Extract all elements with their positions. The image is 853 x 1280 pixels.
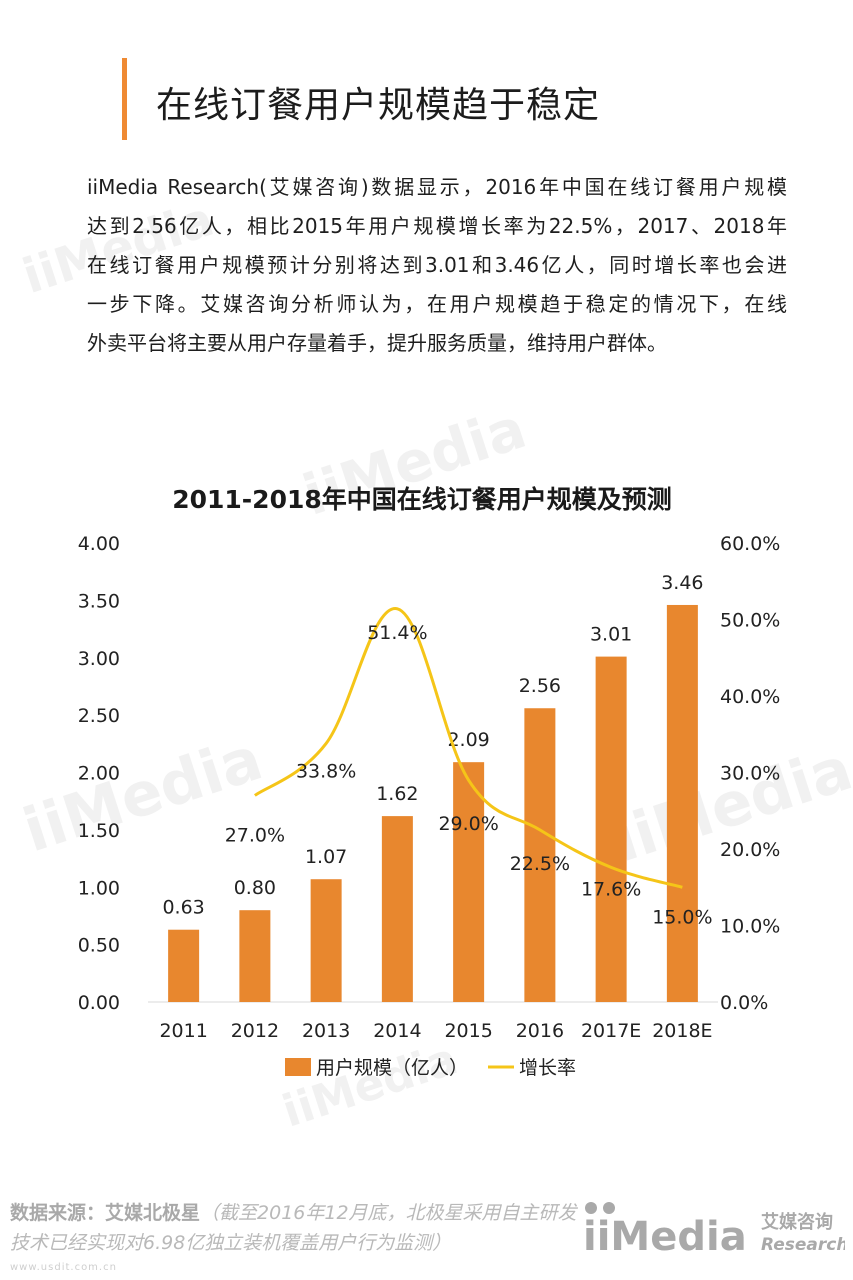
bar-data-label: 2.56 [519,675,561,697]
x-tick-label: 2012 [231,1020,279,1042]
y-right-tick-label: 30.0% [720,763,780,785]
x-tick-label: 2016 [516,1020,564,1042]
logo-en: Research [761,1235,845,1255]
y-left-tick-label: 3.50 [78,590,120,612]
y-left-tick-label: 0.50 [78,935,120,957]
combo-chart: 2011-2018年中国在线订餐用户规模及预测 0.00 0.50 1.00 1.50… [78,485,781,1079]
logo-brand: iiMedia [583,1214,747,1258]
bar-data-label: 1.62 [376,783,418,805]
legend-swatch-bar [285,1058,311,1076]
line-data-label: 33.8% [296,760,356,782]
y-left-tick-label: 1.00 [78,877,120,899]
title-accent-bar [122,58,127,140]
legend-label-bar: 用户规模（亿人） [316,1057,468,1079]
chart-title: 2011-2018年中国在线订餐用户规模及预测 [172,485,672,514]
intro-line: 一步下降。艾媒咨询分析师认为，在用户规模趋于稳定的情况下，在线 [87,292,787,316]
bar [666,604,698,1002]
intro-line: 在线订餐用户规模预计分别将达到3.01和3.46亿人，同时增长率也会进 [87,253,787,277]
bar [381,816,413,1002]
growth-rate-line [253,607,683,889]
y-left-tick-label: 2.50 [78,705,120,727]
y-left-tick-label: 3.00 [78,648,120,670]
intro-paragraph: iiMedia Research(艾媒咨询)数据显示，2016年中国在线订餐用户… [87,168,787,363]
x-tick-label: 2018E [652,1020,712,1042]
bar [310,879,342,1002]
y-left-tick-label: 2.00 [78,763,120,785]
footer-url: www.usdit.com.cn [10,1262,117,1273]
y-right-tick-label: 20.0% [720,839,780,861]
y-right-tick-label: 40.0% [720,686,780,708]
line-data-label: 17.6% [581,878,641,900]
y-right-tick-label: 10.0% [720,916,780,938]
x-tick-label: 2015 [444,1020,492,1042]
line-data-label: 27.0% [225,824,285,846]
legend-label-line: 增长率 [519,1057,576,1079]
bar [595,656,627,1002]
line-data-label: 15.0% [652,906,712,928]
logo-cn: 艾媒咨询 [761,1211,833,1233]
bar-data-label: 3.01 [590,624,632,646]
y-right-tick-label: 0.0% [720,992,768,1014]
x-tick-label: 2013 [302,1020,350,1042]
x-tick-label: 2017E [581,1020,641,1042]
bar-data-label: 2.09 [447,729,489,751]
page-title: 在线订餐用户规模趋于稳定 [156,85,601,126]
line-data-label: 29.0% [438,813,498,835]
bar-data-label: 0.80 [234,877,276,899]
bar-data-label: 3.46 [661,572,703,594]
source-lead: 数据来源：艾媒北极星 [10,1202,201,1224]
line-data-label: 51.4% [367,622,427,644]
data-source: 数据来源：艾媒北极星（截至2016年12月底，北极星采用自主研发技术已经实现对6… [10,1198,590,1258]
y-left-tick-label: 1.50 [78,820,120,842]
x-tick-label: 2011 [159,1020,207,1042]
bar [168,929,200,1002]
iimedia-logo: iiMedia 艾媒咨询 Research [583,1202,845,1258]
y-right-tick-label: 50.0% [720,610,780,632]
x-tick-label: 2014 [373,1020,421,1042]
y-left-tick-label: 0.00 [78,992,120,1014]
y-left-tick-label: 4.00 [78,533,120,555]
bar [239,910,271,1002]
intro-line: 外卖平台将主要从用户存量着手，提升服务质量，维持用户群体。 [87,331,667,355]
bar-data-label: 1.07 [305,846,347,868]
line-data-label: 22.5% [510,853,570,875]
bar [453,762,485,1002]
source-note: （截至2016年12月底，北极星采用自主研发技术已经实现对6.98亿独立装机覆盖… [10,1202,577,1254]
bar [524,708,556,1002]
intro-line: 达到2.56亿人，相比2015年用户规模增长率为22.5%，2017、2018年 [87,214,787,238]
bar-data-label: 0.63 [162,897,204,919]
intro-line: iiMedia Research(艾媒咨询)数据显示，2016年中国在线订餐用户… [87,175,787,199]
y-right-tick-label: 60.0% [720,533,780,555]
